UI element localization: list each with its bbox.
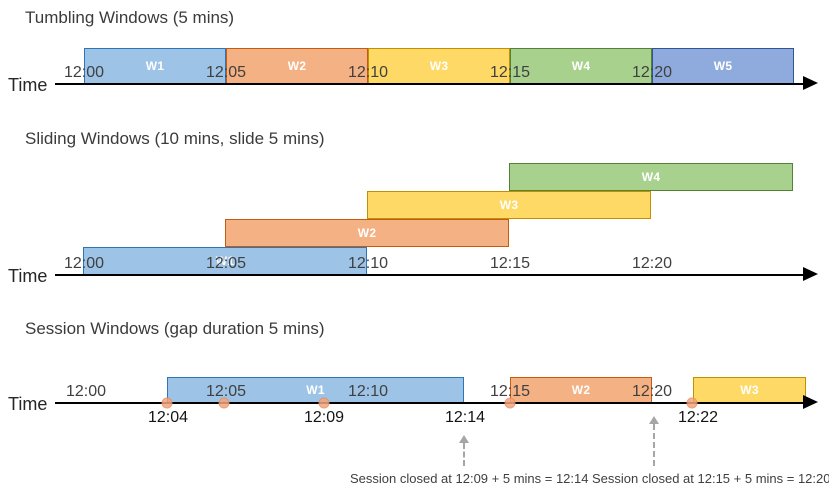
session-window-label-w3: W3	[740, 383, 759, 397]
session-axis-tick-12:15: 12:15	[489, 383, 531, 400]
session-window-w3: W3	[693, 377, 806, 403]
session-closed-annotation-0: Session closed at 12:09 + 5 mins = 12:14	[350, 471, 589, 486]
tumbling-axis-tick-12:05: 12:05	[205, 64, 247, 81]
tumbling-time-axis	[55, 83, 803, 85]
tumbling-window-w2: W2	[226, 48, 368, 84]
sliding-axis-tick-12:10: 12:10	[347, 255, 389, 272]
session-axis-tick-12:10: 12:10	[347, 383, 389, 400]
sliding-time-axis-arrowhead	[803, 267, 818, 281]
tumbling-window-label-w4: W4	[571, 59, 591, 73]
session-axis-tick-12:20: 12:20	[631, 383, 673, 400]
session-closed-annotation-1: Session closed at 12:15 + 5 mins = 12:20	[592, 471, 829, 486]
tumbling-axis-tick-12:10: 12:10	[347, 64, 389, 81]
tumbling-time-axis-label: Time	[8, 75, 48, 95]
session-window-w2: W2	[510, 377, 652, 403]
tumbling-window-w3: W3	[368, 48, 510, 84]
sliding-axis-tick-12:15: 12:15	[489, 255, 531, 272]
sliding-window-label-w2: W2	[357, 226, 377, 240]
tumbling-window-label-w2: W2	[287, 59, 307, 73]
event-dot-12:04	[161, 397, 173, 409]
sliding-time-axis-label: Time	[8, 266, 48, 286]
tumbling-window-w5: W5	[652, 48, 794, 84]
event-time-label-12:22: 12:22	[677, 409, 719, 426]
sliding-window-w2: W2	[225, 219, 509, 247]
session-axis-tick-12:00: 12:00	[65, 383, 107, 400]
tumbling-time-axis-arrowhead	[803, 76, 818, 90]
session-time-axis-arrowhead	[803, 395, 818, 409]
tumbling-axis-tick-12:00: 12:00	[63, 64, 105, 81]
sliding-axis-tick-12:00: 12:00	[63, 255, 105, 272]
sliding-axis-tick-12:20: 12:20	[631, 255, 673, 272]
sliding-window-label-w4: W4	[641, 170, 661, 184]
sliding-window-w3: W3	[367, 191, 651, 219]
session-window-label-w2: W2	[571, 383, 591, 397]
sliding-title: Sliding Windows (10 mins, slide 5 mins)	[25, 129, 325, 148]
session-axis-tick-12:05: 12:05	[205, 383, 247, 400]
event-time-label-12:14: 12:14	[444, 409, 486, 426]
sliding-axis-tick-12:05: 12:05	[205, 255, 247, 272]
annotation-arrowhead-0	[459, 435, 469, 443]
session-window-w1: W1	[167, 377, 464, 403]
sliding-window-label-w3: W3	[499, 198, 519, 212]
event-dot-12:15	[504, 397, 516, 409]
tumbling-window-w4: W4	[510, 48, 652, 84]
sliding-window-label-w1: W1	[215, 254, 235, 268]
session-window-label-w1: W1	[306, 383, 325, 397]
tumbling-axis-tick-12:15: 12:15	[489, 64, 531, 81]
event-time-label-12:04: 12:04	[147, 409, 189, 426]
tumbling-title: Tumbling Windows (5 mins)	[25, 8, 235, 27]
tumbling-window-label-w3: W3	[429, 59, 449, 73]
annotation-arrow-line-0	[463, 443, 465, 466]
annotation-arrowhead-1	[649, 416, 659, 424]
event-time-label-12:09: 12:09	[303, 409, 345, 426]
tumbling-window-label-w5: W5	[713, 59, 733, 73]
event-dot-12:22	[686, 397, 698, 409]
annotation-arrow-line-1	[653, 424, 655, 466]
session-title: Session Windows (gap duration 5 mins)	[25, 319, 325, 338]
event-dot-12:09	[318, 397, 330, 409]
tumbling-window-label-w1: W1	[145, 59, 165, 73]
sliding-window-w1: W1	[83, 247, 367, 275]
tumbling-axis-tick-12:20: 12:20	[631, 64, 673, 81]
tumbling-window-w1: W1	[84, 48, 226, 84]
sliding-time-axis	[55, 274, 803, 276]
session-time-axis-label: Time	[8, 394, 48, 414]
session-time-axis	[55, 402, 803, 404]
sliding-window-w4: W4	[509, 163, 793, 191]
event-dot-12:05	[218, 397, 230, 409]
